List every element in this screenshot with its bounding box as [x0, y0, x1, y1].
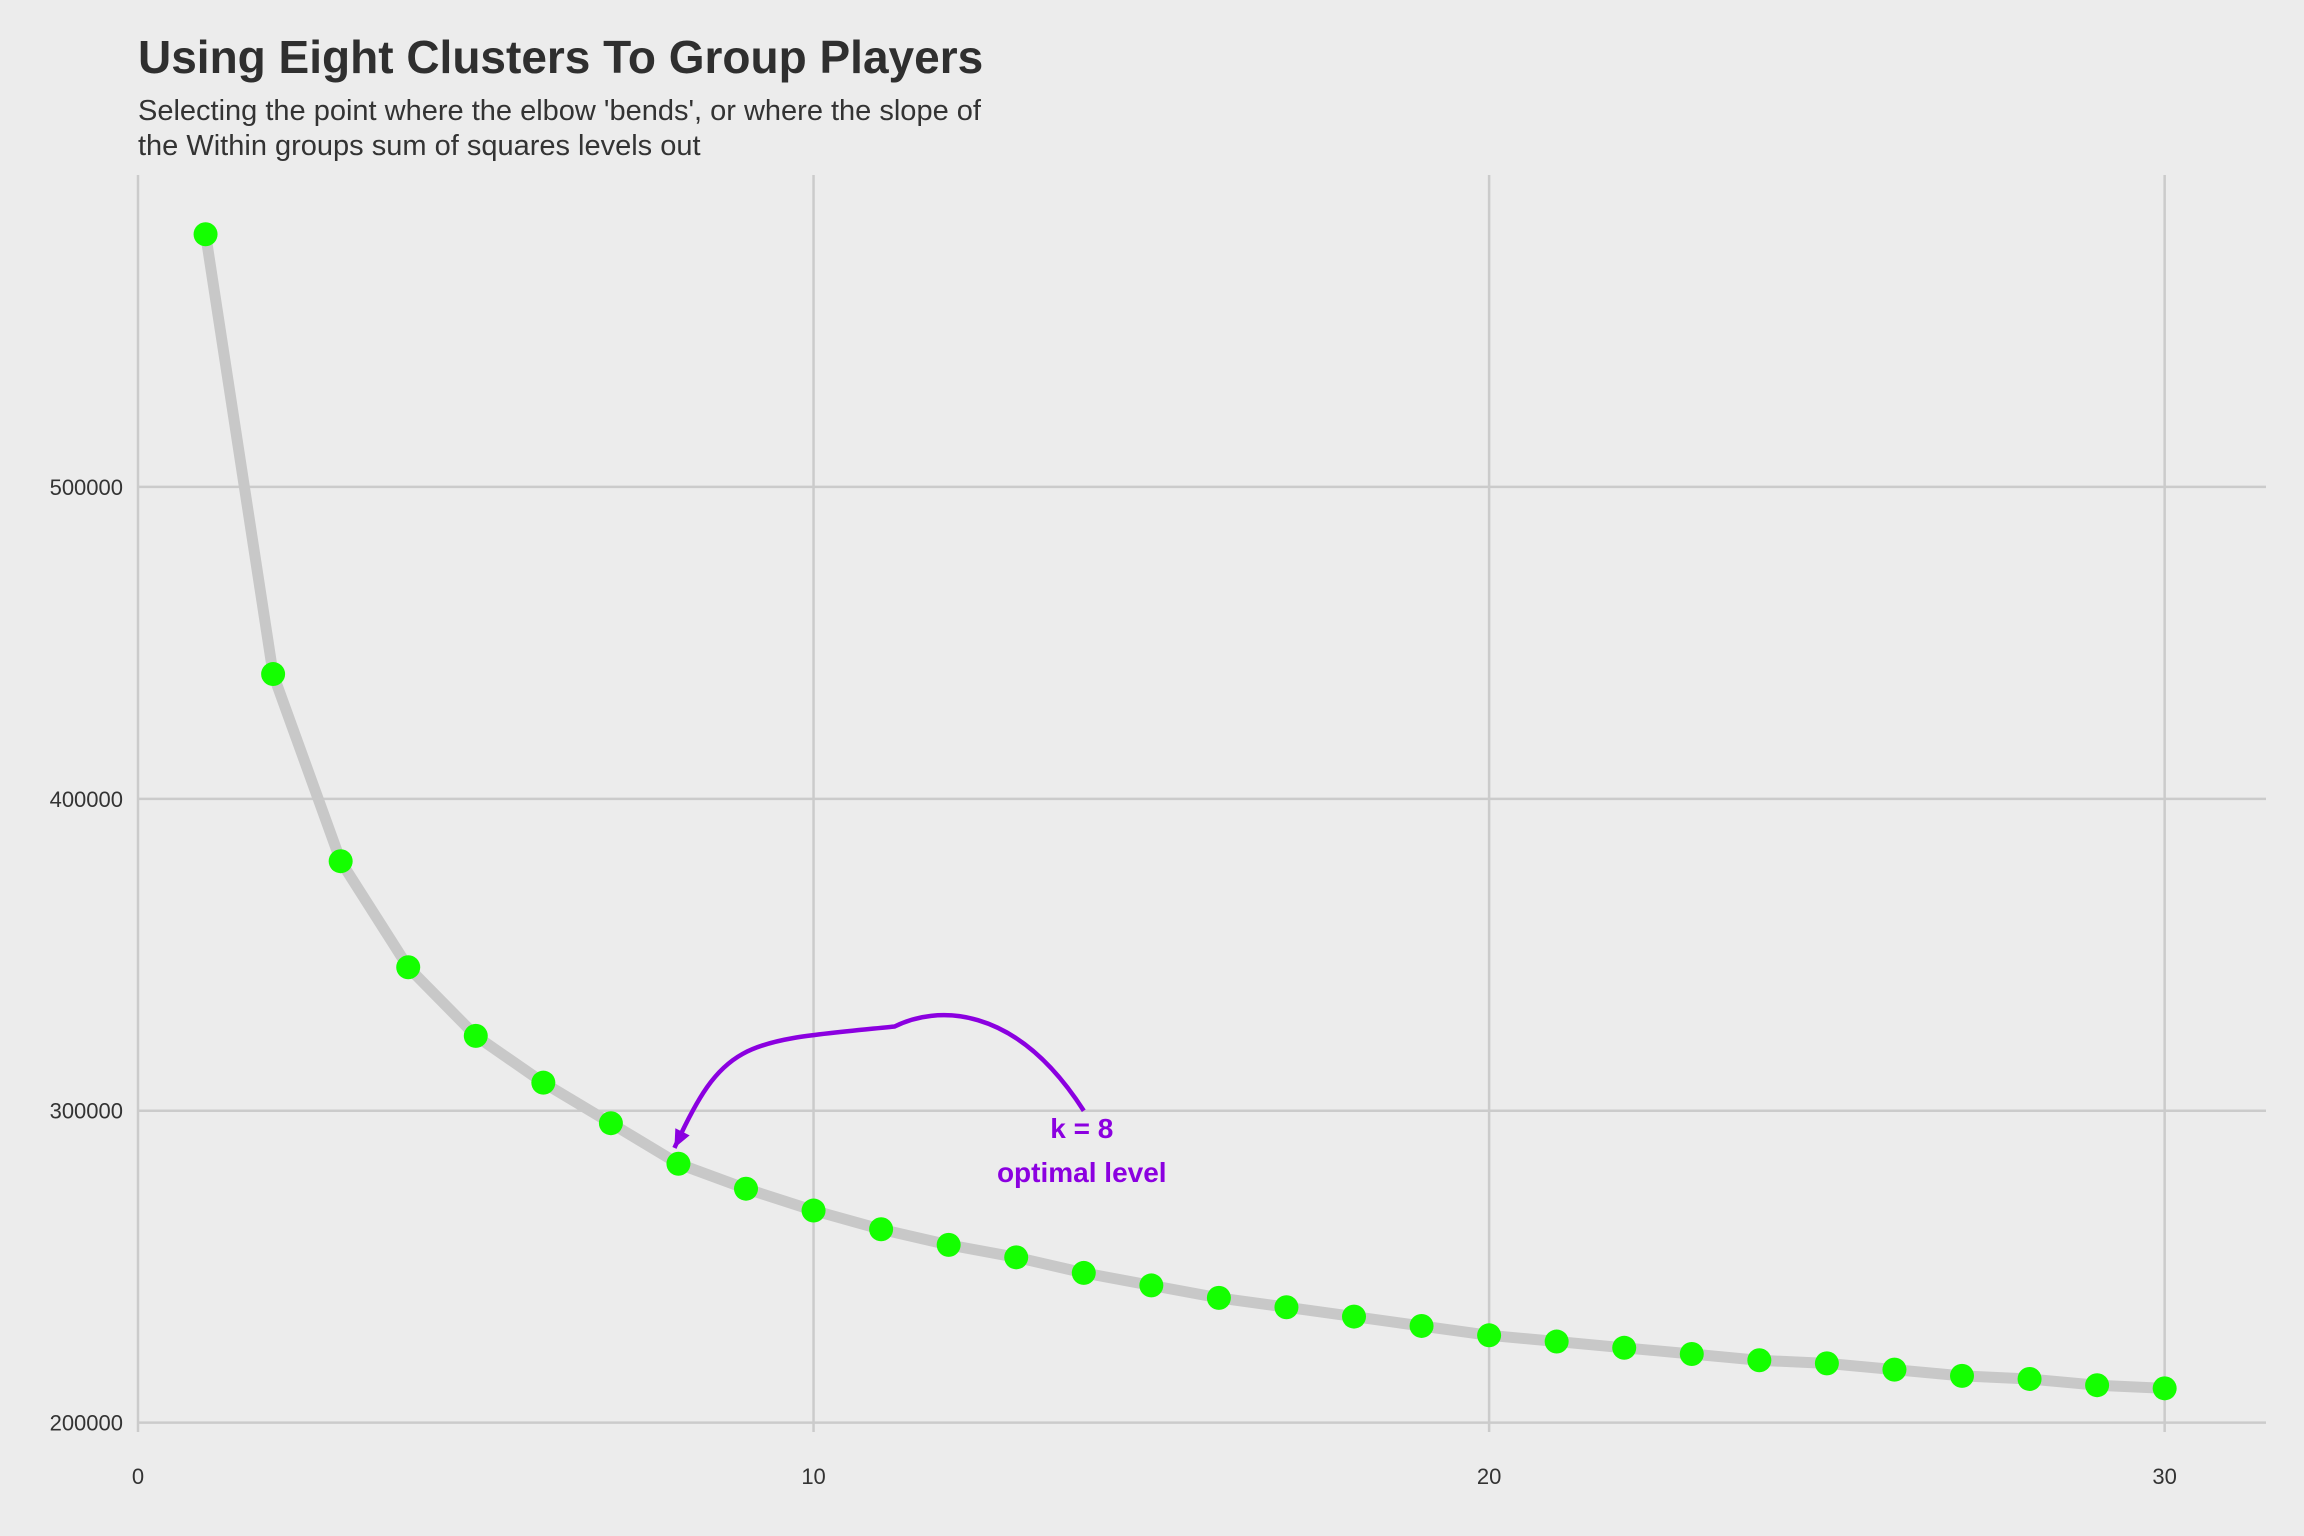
- tick-label-layer: 0 10 20 30 200000 300000 400000 500000: [50, 475, 2177, 1489]
- annotation-text-line-2: optimal level: [997, 1157, 1167, 1188]
- y-tick-label-300000: 300000: [50, 1099, 123, 1124]
- x-tick-label-30: 30: [2152, 1464, 2176, 1489]
- y-tick-label-200000: 200000: [50, 1411, 123, 1436]
- annotation-arrow: [672, 1012, 1086, 1149]
- chart-subtitle-line-2: the Within groups sum of squares levels …: [138, 130, 701, 162]
- data-point-10: [801, 1198, 826, 1223]
- data-point-8: [666, 1151, 691, 1176]
- annotation-layer: k = 8 optimal level: [672, 1012, 1167, 1188]
- chart-subtitle-line-1: Selecting the point where the elbow 'ben…: [138, 95, 982, 127]
- data-point-28: [2017, 1366, 2042, 1391]
- data-point-12: [936, 1232, 961, 1257]
- x-tick-label-10: 10: [801, 1464, 825, 1489]
- data-point-21: [1544, 1329, 1569, 1354]
- data-point-19: [1409, 1313, 1434, 1338]
- data-point-6: [531, 1070, 556, 1095]
- y-tick-label-400000: 400000: [50, 787, 123, 812]
- data-point-9: [734, 1176, 758, 1201]
- data-point-4: [396, 955, 421, 980]
- data-point-26: [1882, 1357, 1907, 1382]
- series-layer: [193, 222, 2177, 1401]
- annotation-text-line-1: k = 8: [1050, 1113, 1113, 1144]
- data-point-1: [193, 222, 218, 247]
- data-point-30: [2152, 1376, 2177, 1401]
- data-point-2: [261, 662, 286, 687]
- data-point-18: [1342, 1304, 1366, 1329]
- data-point-11: [869, 1217, 894, 1242]
- data-point-7: [598, 1111, 623, 1136]
- series-line: [200, 228, 2171, 1394]
- data-point-16: [1206, 1285, 1231, 1310]
- data-point-27: [1950, 1363, 1974, 1388]
- data-point-13: [1004, 1245, 1029, 1270]
- data-point-14: [1071, 1260, 1096, 1285]
- data-point-29: [2085, 1373, 2110, 1398]
- data-point-20: [1477, 1323, 1502, 1348]
- x-tick-label-0: 0: [132, 1464, 144, 1489]
- data-point-23: [1679, 1342, 1704, 1367]
- grid-layer: [136, 175, 2266, 1432]
- data-point-25: [1814, 1351, 1839, 1376]
- data-point-3: [328, 849, 353, 874]
- x-tick-label-20: 20: [1477, 1464, 1501, 1489]
- data-point-22: [1612, 1335, 1637, 1360]
- data-point-24: [1747, 1348, 1772, 1373]
- annotation-arrowhead: [674, 1128, 690, 1148]
- data-point-5: [463, 1023, 488, 1048]
- data-point-17: [1274, 1295, 1299, 1320]
- chart-title: Using Eight Clusters To Group Players: [138, 31, 983, 83]
- data-point-15: [1139, 1273, 1164, 1298]
- y-tick-label-500000: 500000: [50, 475, 123, 500]
